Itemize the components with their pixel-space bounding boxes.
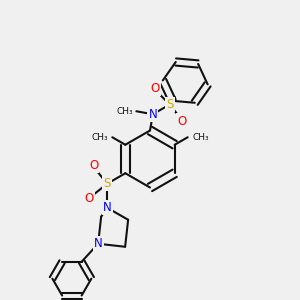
Text: S: S bbox=[103, 177, 111, 190]
Text: CH₃: CH₃ bbox=[192, 133, 209, 142]
Text: O: O bbox=[150, 82, 159, 95]
Text: O: O bbox=[177, 115, 186, 128]
Text: CH₃: CH₃ bbox=[116, 107, 133, 116]
Text: O: O bbox=[89, 159, 98, 172]
Text: N: N bbox=[103, 201, 112, 214]
Text: S: S bbox=[166, 98, 173, 111]
Text: N: N bbox=[94, 237, 103, 250]
Text: CH₃: CH₃ bbox=[91, 133, 108, 142]
Text: N: N bbox=[148, 108, 157, 121]
Text: O: O bbox=[85, 192, 94, 205]
